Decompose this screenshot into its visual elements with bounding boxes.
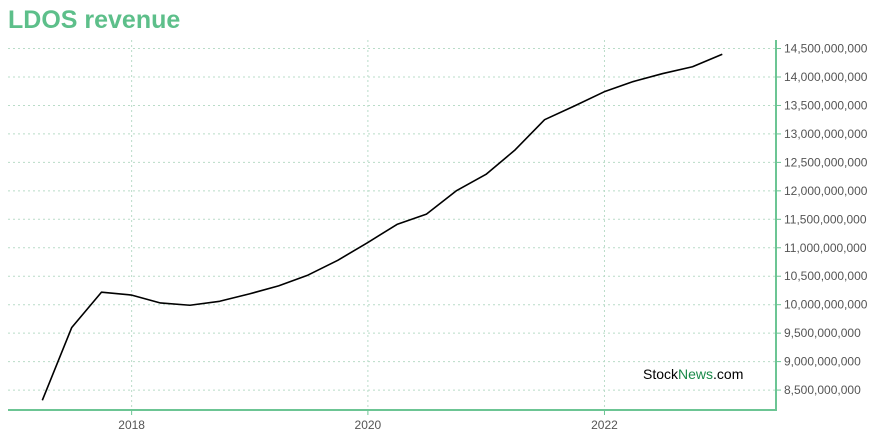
chart-title: LDOS revenue	[8, 6, 181, 34]
revenue-data-point	[278, 285, 280, 287]
revenue-data-point	[425, 213, 427, 215]
grid-lines	[8, 40, 776, 410]
x-tick-label: 2018	[118, 418, 145, 432]
y-tick-label: 14,000,000,000	[784, 70, 868, 84]
revenue-data-point	[71, 326, 73, 328]
y-tick-label: 10,500,000,000	[784, 269, 868, 283]
x-tick-label: 2020	[355, 418, 382, 432]
tick-labels: 8,500,000,000 9,000,000,000 9,500,000,000 1…	[118, 42, 867, 432]
y-tick-label: 11,500,000,000	[784, 212, 867, 226]
revenue-data-point	[367, 242, 369, 244]
revenue-data-point	[692, 66, 694, 68]
watermark-part-com: .com	[713, 366, 743, 382]
revenue-data-point	[41, 399, 43, 401]
x-tick-label: 2022	[591, 418, 618, 432]
revenue-data-point	[603, 91, 605, 93]
y-tick-label: 9,500,000,000	[784, 326, 861, 340]
revenue-data-point	[544, 119, 546, 121]
y-tick-label: 10,000,000,000	[784, 298, 868, 312]
y-tick-label: 12,000,000,000	[784, 184, 868, 198]
y-tick-label: 13,000,000,000	[784, 127, 868, 141]
revenue-data-point	[189, 304, 191, 306]
revenue-data-point	[632, 81, 634, 83]
revenue-data-point	[514, 149, 516, 151]
y-tick-label: 12,500,000,000	[784, 155, 868, 169]
y-tick-label: 14,500,000,000	[784, 42, 868, 56]
revenue-data-point	[485, 173, 487, 175]
revenue-line	[41, 53, 723, 401]
revenue-data-point	[396, 223, 398, 225]
watermark-part-stock: Stock	[643, 366, 679, 382]
series-layer	[41, 53, 723, 401]
revenue-data-point	[159, 302, 161, 304]
revenue-data-point	[307, 274, 309, 276]
chart-axes	[8, 40, 781, 415]
revenue-data-point	[721, 53, 723, 55]
revenue-data-point	[130, 294, 132, 296]
y-tick-label: 11,000,000,000	[784, 241, 867, 255]
revenue-data-point	[337, 259, 339, 261]
y-tick-label: 8,500,000,000	[784, 383, 861, 397]
y-tick-label: 9,000,000,000	[784, 355, 861, 369]
revenue-data-point	[248, 293, 250, 295]
revenue-data-point	[219, 300, 221, 302]
revenue-data-point	[101, 291, 103, 293]
watermark-part-news: News	[678, 366, 713, 382]
revenue-data-point	[455, 190, 457, 192]
y-tick-label: 13,500,000,000	[784, 98, 868, 112]
revenue-data-point	[662, 73, 664, 75]
revenue-data-point	[573, 105, 575, 107]
watermark-logo: StockNews.com	[643, 366, 743, 382]
